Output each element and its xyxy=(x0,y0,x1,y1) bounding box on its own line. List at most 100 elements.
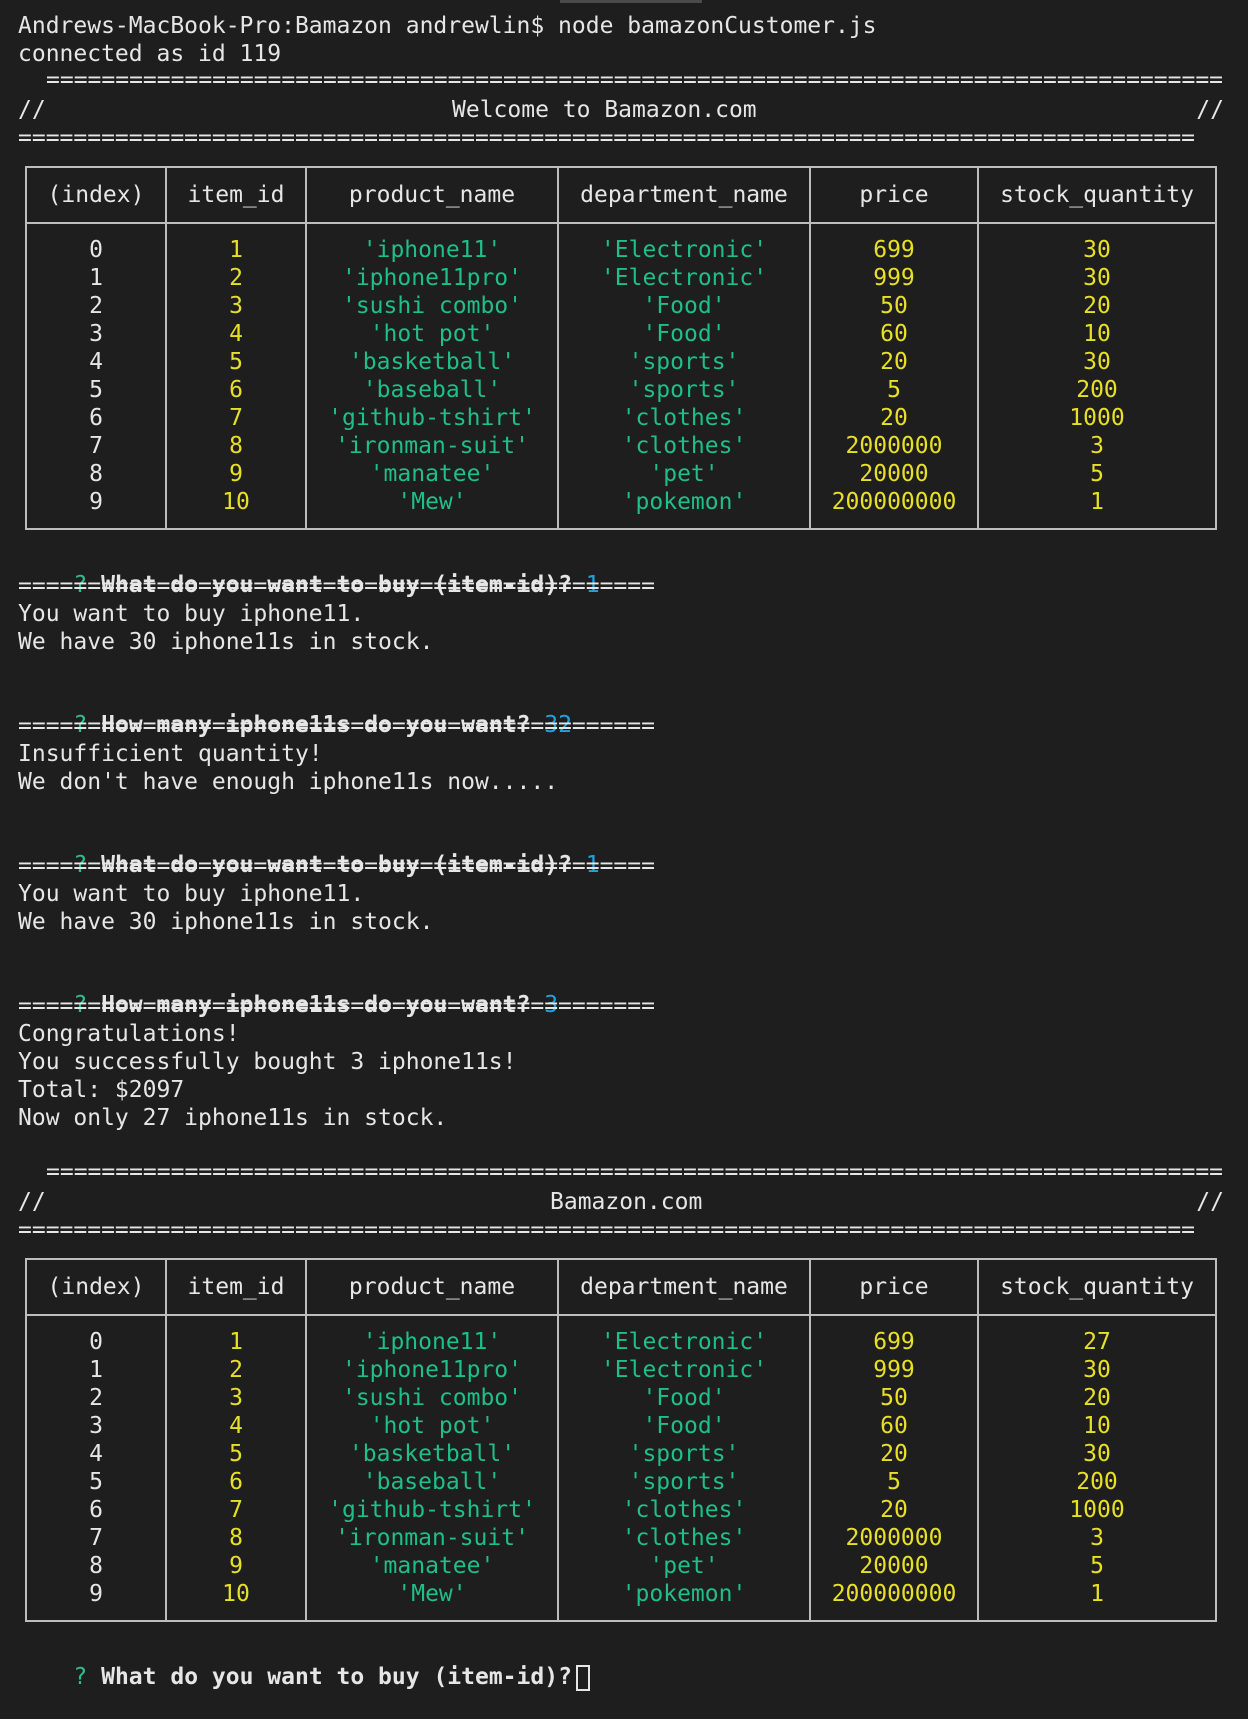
cell-price: 20 xyxy=(809,1440,979,1468)
prompt-mark: ? xyxy=(73,572,88,598)
cell-item-id: 2 xyxy=(165,264,307,292)
cell-department-name: 'sports' xyxy=(557,1468,811,1496)
prompt-question: What do you want to buy (item-id)? xyxy=(101,1664,572,1690)
cell-product-name: 'iphone11pro' xyxy=(305,1356,559,1384)
table-row: 8 9'manatee''pet' 20000 5 xyxy=(25,460,1217,488)
table-row: 2 3'sushi combo' 'Food' 50 20 xyxy=(25,292,1217,320)
cell-item-id: 5 xyxy=(165,1440,307,1468)
header-department-name: department_name xyxy=(557,167,811,224)
table-row: 7 8'ironman-suit''clothes' 2000000 3 xyxy=(25,1524,1217,1552)
cell-item-id: 5 xyxy=(165,348,307,376)
cell-price: 2000000 xyxy=(809,432,979,460)
table-row: 5 6'baseball''sports' 5 200 xyxy=(25,376,1217,404)
cell-price: 60 xyxy=(809,320,979,348)
cell-price: 699 xyxy=(809,223,979,264)
prompt-buy-active[interactable]: ? What do you want to buy (item-id)? xyxy=(18,1635,590,1691)
cell-price: 2000000 xyxy=(809,1524,979,1552)
cell-item-id: 8 xyxy=(165,432,307,460)
cell-item-id: 4 xyxy=(165,1412,307,1440)
table-row: 1 2'iphone11pro' 'Electronic' 999 30 xyxy=(25,1356,1217,1384)
table-row: 3 4'hot pot' 'Food' 60 10 xyxy=(25,320,1217,348)
message-want: You want to buy iphone11. xyxy=(18,881,365,907)
prompt-question: What do you want to buy (item-id)? xyxy=(101,572,572,598)
prompt-answer: 1 xyxy=(585,572,600,598)
cell-product-name: 'sushi combo' xyxy=(305,292,559,320)
banner2-left-slashes: // xyxy=(18,1189,46,1215)
divider-rule: ========================================… xyxy=(18,856,655,876)
cell-index: 5 xyxy=(25,1468,167,1496)
cell-department-name: 'pet' xyxy=(557,1552,811,1580)
table-row: 9 10 'Mew''pokemon' 200000000 1 xyxy=(25,1580,1217,1621)
table-row: 2 3'sushi combo' 'Food' 50 20 xyxy=(25,1384,1217,1412)
header-item-id: item_id xyxy=(165,167,307,224)
window-top-indicator xyxy=(560,0,702,3)
cell-department-name: 'Electronic' xyxy=(557,1315,811,1356)
cell-product-name: 'manatee' xyxy=(305,460,559,488)
cell-item-id: 6 xyxy=(165,376,307,404)
cell-department-name: 'sports' xyxy=(557,376,811,404)
table-row: 6 7'github-tshirt''clothes' 20 1000 xyxy=(25,1496,1217,1524)
divider-rule: ========================================… xyxy=(18,716,655,736)
cell-index: 8 xyxy=(25,460,167,488)
cell-department-name: 'sports' xyxy=(557,348,811,376)
cell-item-id: 3 xyxy=(165,292,307,320)
cell-price: 60 xyxy=(809,1412,979,1440)
banner2: // Bamazon.com // xyxy=(18,1188,1224,1216)
table-row: 6 7'github-tshirt''clothes' 20 1000 xyxy=(25,404,1217,432)
cell-product-name: 'manatee' xyxy=(305,1552,559,1580)
table-row: 8 9'manatee''pet' 20000 5 xyxy=(25,1552,1217,1580)
message-stock: We have 30 iphone11s in stock. xyxy=(18,909,434,935)
cell-stock-quantity: 10 xyxy=(977,1412,1217,1440)
cell-product-name: 'basketball' xyxy=(305,1440,559,1468)
table-row: 0 1'iphone11' 'Electronic' 699 30 xyxy=(25,223,1217,264)
cell-product-name: 'basketball' xyxy=(305,348,559,376)
table-row: 0 1'iphone11' 'Electronic' 699 27 xyxy=(25,1315,1217,1356)
cell-item-id: 7 xyxy=(165,1496,307,1524)
header-item-id: item_id xyxy=(165,1259,307,1316)
cell-item-id: 7 xyxy=(165,404,307,432)
prompt-answer: 3 xyxy=(544,992,559,1018)
cell-price: 20000 xyxy=(809,1552,979,1580)
cell-index: 9 xyxy=(25,1580,167,1621)
cell-price: 5 xyxy=(809,1468,979,1496)
cell-department-name: 'pokemon' xyxy=(557,1580,811,1621)
banner1: // Welcome to Bamazon.com // xyxy=(18,96,1224,124)
cell-stock-quantity: 5 xyxy=(977,1552,1217,1580)
cell-product-name: 'hot pot' xyxy=(305,1412,559,1440)
cell-item-id: 6 xyxy=(165,1468,307,1496)
header-stock-quantity: stock_quantity xyxy=(977,1259,1217,1316)
table-row: 5 6'baseball''sports' 5 200 xyxy=(25,1468,1217,1496)
cell-department-name: 'clothes' xyxy=(557,432,811,460)
cell-index: 2 xyxy=(25,1384,167,1412)
cell-item-id: 8 xyxy=(165,1524,307,1552)
cell-department-name: 'Food' xyxy=(557,292,811,320)
cell-item-id: 2 xyxy=(165,1356,307,1384)
prompt-buy-2: ? What do you want to buy (item-id)? 1 xyxy=(18,823,599,878)
cell-index: 3 xyxy=(25,1412,167,1440)
cell-product-name: 'iphone11pro' xyxy=(305,264,559,292)
cell-stock-quantity: 1000 xyxy=(977,1496,1217,1524)
banner1-title: Welcome to Bamazon.com xyxy=(452,97,757,123)
cell-department-name: 'sports' xyxy=(557,1440,811,1468)
cell-product-name: 'baseball' xyxy=(305,1468,559,1496)
cell-department-name: 'Food' xyxy=(557,320,811,348)
header-index: (index) xyxy=(25,1259,167,1316)
cell-price: 20 xyxy=(809,1496,979,1524)
table-header-row: (index) item_id product_name department_… xyxy=(25,167,1217,224)
cell-item-id: 10 xyxy=(165,488,307,529)
cell-stock-quantity: 3 xyxy=(977,1524,1217,1552)
cell-product-name: 'ironman-suit' xyxy=(305,1524,559,1552)
message-insufficient: Insufficient quantity! xyxy=(18,741,323,767)
prompt-buy-1: ? What do you want to buy (item-id)? 1 xyxy=(18,543,599,598)
cell-item-id: 1 xyxy=(165,1315,307,1356)
cell-stock-quantity: 30 xyxy=(977,264,1217,292)
text-cursor[interactable] xyxy=(575,1664,590,1691)
cell-stock-quantity: 20 xyxy=(977,1384,1217,1412)
cell-product-name: 'Mew' xyxy=(305,1580,559,1621)
cell-department-name: 'clothes' xyxy=(557,1524,811,1552)
cell-department-name: 'Electronic' xyxy=(557,264,811,292)
table-row: 7 8'ironman-suit''clothes' 2000000 3 xyxy=(25,432,1217,460)
cell-price: 5 xyxy=(809,376,979,404)
cell-index: 7 xyxy=(25,1524,167,1552)
